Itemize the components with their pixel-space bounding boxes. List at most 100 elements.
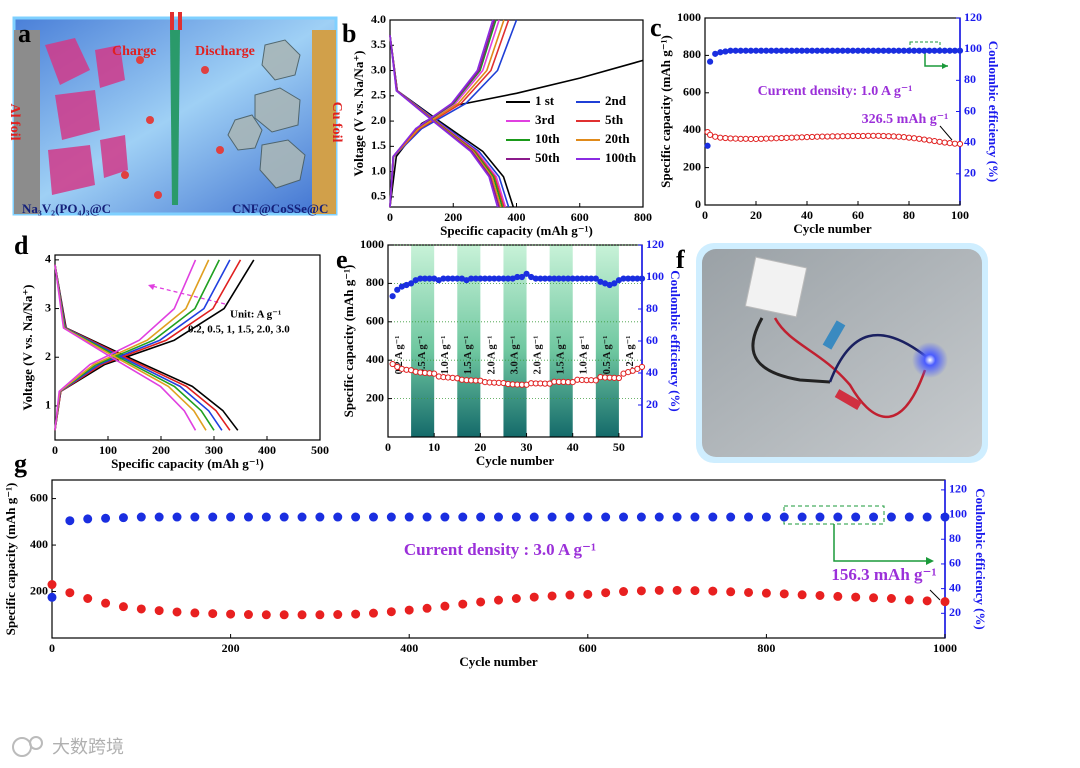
x-tick-label: 1000 [933,641,957,655]
data-point [101,598,111,608]
legend-label: 1 st [535,93,555,108]
data-point [547,512,557,522]
data-point [394,286,401,293]
data-point [440,601,450,611]
data-point [494,595,503,605]
data-point [707,58,714,65]
data-point [744,512,754,522]
data-point [829,133,836,140]
band-label: 1.5 A g⁻¹ [556,336,567,375]
y2-tick-label: 80 [964,72,976,86]
data-point [619,587,629,597]
clip [834,389,862,410]
data-point [529,512,539,522]
data-point [511,594,521,603]
x-axis-title: Specific capacity (mAh g⁻¹) [440,223,593,238]
data-point [880,47,887,54]
data-point [529,592,539,602]
data-point [763,135,770,142]
anode-label: CNF@CoSSe@C [232,201,328,216]
y-tick-label: 600 [683,85,701,99]
data-point [351,512,361,522]
y2-tick-label: 60 [949,556,961,570]
x-axis-title: Cycle number [459,654,538,669]
data-point [279,610,289,620]
x-tick-label: 800 [757,641,775,655]
panel-label: c [650,13,662,42]
y2-tick-label: 60 [964,103,976,117]
data-point [941,47,948,54]
legend-label: 10th [535,131,560,146]
x-tick-label: 0 [49,641,55,655]
data-point [860,47,867,54]
data-point [726,512,736,522]
annotation: 156.3 mAh g⁻¹ [831,565,936,584]
data-point [297,610,307,620]
panel-label: g [14,449,27,478]
legend-label: 2nd [605,93,627,108]
data-point [758,47,765,54]
cathode-crystals [45,38,128,195]
data-point [172,512,182,522]
data-point [638,363,646,371]
annotation: Current density : 3.0 A g⁻¹ [404,540,596,559]
rate-band [411,245,435,437]
watermark-icon [29,736,43,750]
data-point [636,586,646,596]
band-label: 2.0 A g⁻¹ [532,336,543,375]
y-tick-label: 2.5 [371,88,386,102]
data-point [851,592,861,602]
data-point [870,47,877,54]
x-tick-label: 600 [579,641,597,655]
data-point [422,512,432,522]
data-point [926,137,933,144]
data-point [704,142,711,149]
panel-label: a [18,19,31,48]
data-point [768,135,775,142]
data-point [47,592,57,602]
curve [389,19,499,208]
data-point [849,47,857,54]
x-tick-label: 0 [702,208,708,222]
y2-tick-label: 40 [949,580,961,594]
band-label: 0.5 A g⁻¹ [602,336,613,375]
data-point [886,512,896,522]
band-label: 1.0 A g⁻¹ [579,336,590,375]
y2-tick-label: 40 [646,365,658,379]
discharge-label: Discharge [195,44,255,59]
band-label: 0.2 A g⁻¹ [625,336,636,375]
data-point [940,512,950,522]
data-point [931,47,938,54]
legend-label: 5th [605,112,624,127]
x-axis-title: Cycle number [476,453,555,468]
schematic: a Charge Discharge Al foil Cu foil Na₃V₂… [7,12,344,216]
y-tick-label: 1.5 [371,138,386,152]
y2-axis-title: Coulombic efficiency (%) [986,41,1001,183]
data-point [154,606,164,616]
data-point [752,47,760,54]
data-point [118,602,128,612]
data-point [783,134,790,141]
y2-tick-label: 100 [646,269,664,283]
legend-label: 3rd [535,112,555,127]
rate-band [595,245,619,437]
ions [121,56,224,199]
wire [828,333,929,383]
data-point [849,132,857,140]
y2-tick-label: 120 [949,482,967,496]
panel-label: f [676,245,685,274]
data-point [565,590,575,600]
data-point [601,588,611,598]
data-point [386,512,396,522]
x-tick-label: 400 [400,641,418,655]
x-tick-label: 200 [444,210,462,224]
x-tick-label: 40 [567,440,579,454]
rate-band [503,245,527,437]
x-tick-label: 20 [750,208,762,222]
data-point [226,609,236,619]
y-tick-label: 800 [366,275,384,289]
data-point [654,585,664,595]
panel-label: d [14,231,29,260]
legend-label: 20th [605,131,630,146]
data-point [333,610,343,620]
